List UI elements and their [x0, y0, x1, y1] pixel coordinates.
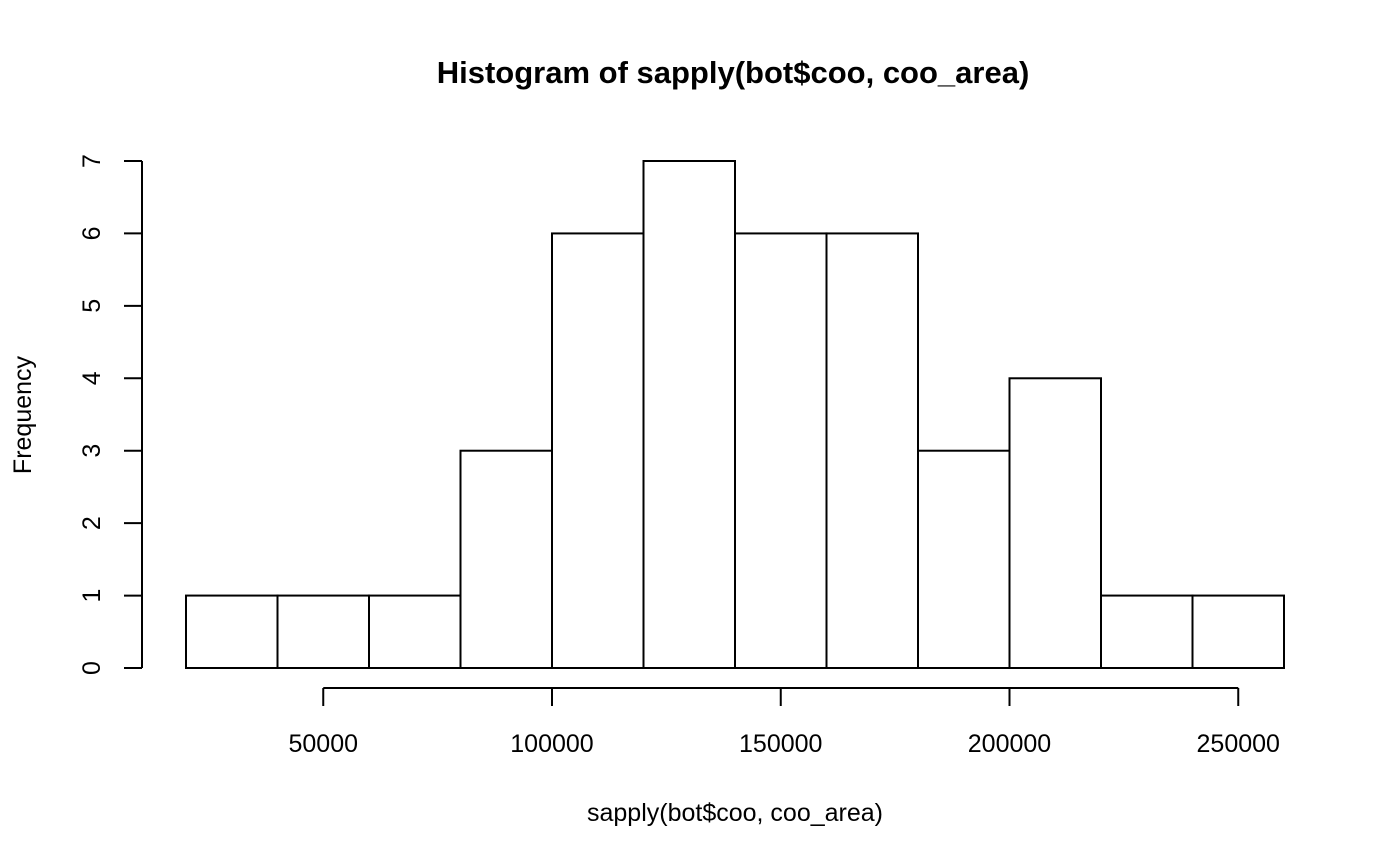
x-axis-label: sapply(bot$coo, coo_area) [587, 799, 883, 827]
y-tick-label: 5 [78, 299, 106, 313]
x-tick-label: 50000 [288, 730, 358, 758]
y-tick-label: 3 [78, 444, 106, 458]
histogram-bar [1008, 377, 1102, 669]
y-tick-label: 6 [78, 226, 106, 240]
histogram-bar [459, 449, 553, 670]
y-tick-label: 4 [78, 371, 106, 385]
histogram-bar [917, 449, 1011, 670]
y-tick-label: 1 [78, 589, 106, 603]
histogram-bar [642, 160, 736, 669]
histogram-bar [734, 232, 828, 670]
bars-group [185, 160, 1285, 670]
y-tick-label: 0 [78, 661, 106, 675]
x-tick-label: 150000 [739, 730, 822, 758]
histogram-bar [1191, 594, 1285, 669]
x-tick-label: 200000 [968, 730, 1051, 758]
y-tick-label: 2 [78, 516, 106, 530]
histogram-bar [551, 232, 645, 670]
x-tick-label: 250000 [1197, 730, 1280, 758]
y-axis-label: Frequency [9, 355, 37, 474]
histogram-bar [1100, 594, 1194, 669]
x-tick-label: 100000 [510, 730, 593, 758]
x-axis: 50000 100000 150000 200000 250000 [288, 687, 1280, 758]
histogram-bar [825, 232, 919, 670]
histogram-bar [368, 594, 462, 669]
chart-title: Histogram of sapply(bot$coo, coo_area) [437, 55, 1030, 90]
histogram-bar [276, 594, 370, 669]
y-axis: 0 1 2 3 4 5 6 7 [78, 154, 143, 675]
y-tick-label: 7 [78, 154, 106, 168]
histogram-bar [185, 594, 279, 669]
